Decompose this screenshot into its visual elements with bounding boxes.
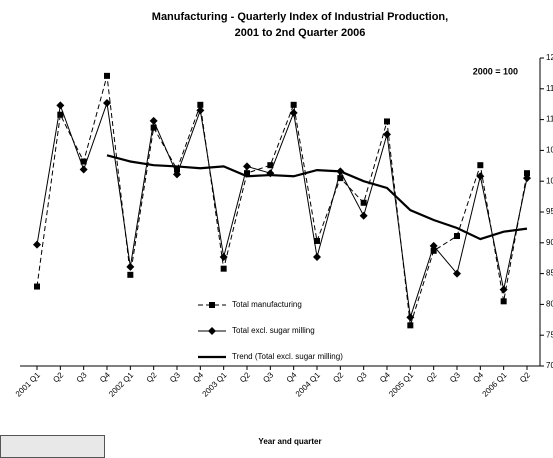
y-tick-label: 90 xyxy=(546,238,553,247)
marker xyxy=(406,313,415,322)
y-tick-label: 120 xyxy=(546,53,553,62)
marker xyxy=(524,170,530,177)
legend-label: Trend (Total excl. sugar milling) xyxy=(232,352,343,361)
marker xyxy=(34,283,40,290)
y-tick-label: 100 xyxy=(546,176,553,185)
y-tick-label: 85 xyxy=(546,269,553,278)
marker xyxy=(360,199,367,206)
x-axis-title: Year and quarter xyxy=(258,437,321,446)
series-line xyxy=(36,75,528,326)
marker xyxy=(220,265,227,272)
marker xyxy=(429,241,438,250)
y-tick-label: 105 xyxy=(546,146,553,155)
legend-marker xyxy=(208,327,216,335)
marker xyxy=(384,118,390,125)
y-tick-label: 95 xyxy=(546,207,553,216)
marker xyxy=(149,116,158,125)
marker xyxy=(174,166,180,173)
x-tick-label: Q2 xyxy=(331,370,345,384)
chart-title: Manufacturing - Quarterly Index of Indus… xyxy=(152,11,448,23)
x-tick-label: Q2 xyxy=(518,370,532,384)
marker xyxy=(79,165,88,174)
marker xyxy=(57,111,64,118)
x-tick-label: Q3 xyxy=(168,370,182,384)
marker xyxy=(454,233,460,240)
x-tick-label: Q4 xyxy=(191,370,205,384)
marker xyxy=(453,269,461,278)
marker xyxy=(476,172,485,181)
marker xyxy=(477,162,484,169)
x-tick-label: Q2 xyxy=(238,370,252,384)
chart-subtitle: 2001 to 2nd Quarter 2006 xyxy=(235,27,366,39)
x-tick-label: 2001 Q1 xyxy=(14,370,42,398)
x-tick-label: Q3 xyxy=(355,370,369,384)
marker xyxy=(289,108,298,117)
marker xyxy=(219,252,228,261)
x-tick-label: Q3 xyxy=(448,370,462,384)
x-tick-label: Q4 xyxy=(285,370,299,384)
marker xyxy=(56,101,65,110)
marker xyxy=(173,170,181,179)
marker xyxy=(196,106,205,115)
marker xyxy=(197,101,204,108)
y-tick-label: 115 xyxy=(546,84,553,93)
series-line xyxy=(36,102,528,318)
marker xyxy=(407,322,414,329)
series-line xyxy=(106,154,528,241)
x-tick-label: Q2 xyxy=(51,370,65,384)
y-tick-label: 80 xyxy=(546,300,553,309)
decor-box xyxy=(0,435,105,458)
legend-label: Total excl. sugar milling xyxy=(232,326,315,335)
marker xyxy=(244,170,250,177)
marker xyxy=(500,298,507,305)
x-tick-label: Q2 xyxy=(425,370,439,384)
y-tick-label: 110 xyxy=(546,115,553,124)
x-tick-label: 2004 Q1 xyxy=(294,370,322,398)
marker xyxy=(314,237,320,244)
marker xyxy=(337,175,344,182)
x-tick-label: Q4 xyxy=(471,370,485,384)
marker xyxy=(126,262,135,271)
marker xyxy=(243,162,251,171)
marker xyxy=(383,130,391,139)
marker xyxy=(267,162,274,169)
legend-marker xyxy=(209,302,215,308)
x-tick-label: Q4 xyxy=(378,370,392,384)
marker xyxy=(104,72,110,79)
marker xyxy=(103,98,111,107)
marker xyxy=(499,285,508,294)
marker xyxy=(127,271,134,278)
x-tick-label: 2002 Q1 xyxy=(107,370,135,398)
marker xyxy=(33,240,41,249)
marker xyxy=(80,158,87,165)
x-tick-label: Q4 xyxy=(98,370,112,384)
x-tick-label: 2006 Q1 xyxy=(480,370,508,398)
x-tick-label: 2005 Q1 xyxy=(387,370,415,398)
x-tick-label: Q3 xyxy=(261,370,275,384)
y-tick-label: 70 xyxy=(546,361,553,370)
legend-label: Total manufacturing xyxy=(232,300,302,309)
marker xyxy=(523,174,531,183)
marker xyxy=(313,252,321,261)
x-tick-label: Q2 xyxy=(145,370,159,384)
marker xyxy=(290,101,297,108)
y-tick-label: 75 xyxy=(546,330,553,339)
x-tick-label: 2003 Q1 xyxy=(200,370,228,398)
annotation: 2000 = 100 xyxy=(473,66,518,76)
marker xyxy=(430,247,437,254)
x-tick-label: Q3 xyxy=(75,370,89,384)
marker xyxy=(150,124,157,131)
marker xyxy=(359,211,368,220)
